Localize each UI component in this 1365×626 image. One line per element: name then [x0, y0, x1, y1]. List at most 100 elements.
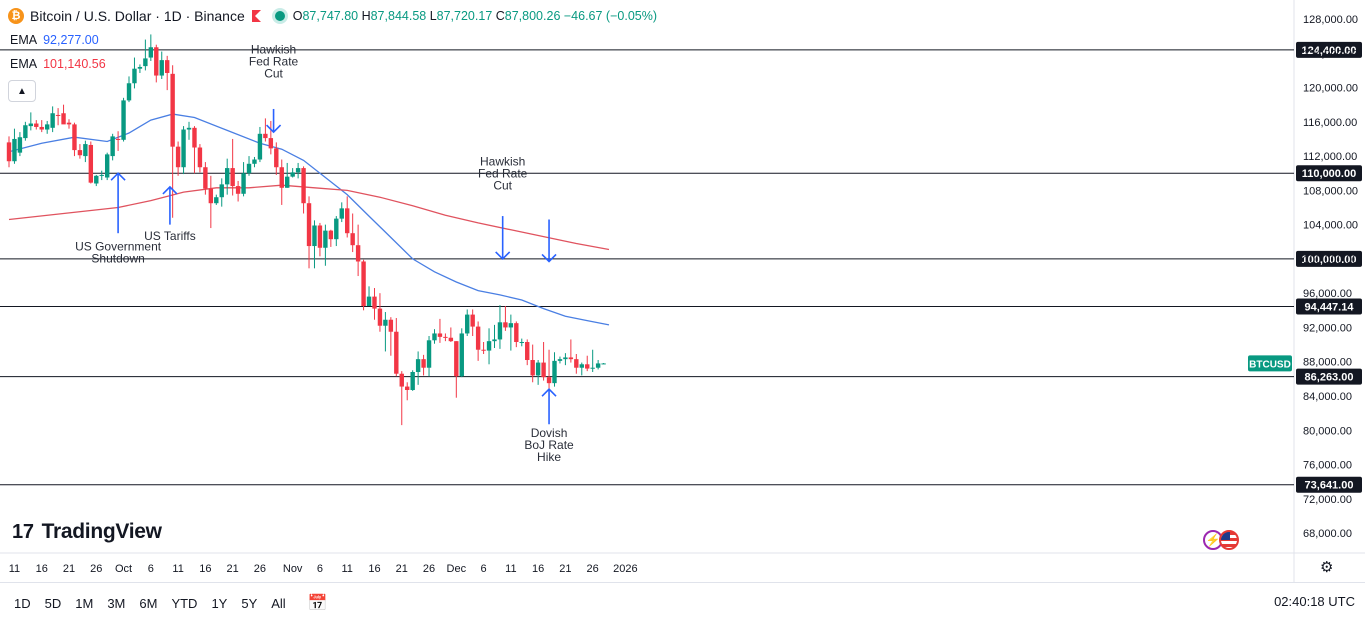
candle-body: [143, 58, 148, 67]
timeframe-5y[interactable]: 5Y: [241, 595, 258, 611]
candle: [301, 166, 306, 214]
timeframe-ytd[interactable]: YTD: [171, 595, 198, 611]
y-tick-label: 128,000.00: [1303, 14, 1358, 26]
candle: [377, 293, 383, 332]
timeframe-3m[interactable]: 3M: [107, 595, 126, 611]
candle-body: [159, 60, 164, 76]
annotation-label: Fed Rate: [249, 54, 299, 68]
x-tick-label: 16: [199, 563, 211, 575]
annotation-label: Cut: [264, 66, 283, 80]
candle-body: [279, 167, 284, 188]
candle-body: [383, 319, 388, 326]
candle-body: [148, 47, 154, 58]
candle: [415, 351, 421, 385]
timeframe-5d[interactable]: 5D: [44, 595, 62, 611]
y-tick-label: 96,000.00: [1303, 288, 1352, 300]
candle: [595, 360, 601, 370]
candle: [394, 318, 399, 377]
date-range-icon[interactable]: 📅: [307, 595, 328, 612]
candle: [421, 354, 426, 376]
x-tick-label: 26: [587, 563, 599, 575]
candle: [39, 120, 44, 133]
candle: [525, 339, 530, 366]
candle: [197, 144, 203, 173]
candle-body: [405, 386, 410, 390]
gear-icon[interactable]: ⚙: [1320, 559, 1334, 576]
x-tick-label: Nov: [283, 563, 303, 575]
candle-body: [55, 114, 61, 116]
candle-body: [530, 360, 535, 376]
timeframe-1y[interactable]: 1Y: [211, 595, 228, 611]
annotation-arrow-head: [162, 185, 178, 195]
candle: [83, 140, 88, 163]
candle-body: [552, 360, 557, 384]
candle-body: [426, 340, 432, 368]
candle-body: [6, 142, 12, 162]
candle: [50, 106, 55, 133]
ema-lines: [8, 113, 610, 326]
candle-body: [235, 186, 241, 194]
candle: [399, 371, 404, 426]
ohlc-high: 87,844.58: [370, 9, 427, 23]
price-axis: 68,000.00 72,000.00 76,000.00 80,000.00 84,0…: [1303, 14, 1358, 540]
annotation: US Tariffs: [144, 185, 196, 243]
x-tick-label: 2026: [613, 563, 637, 575]
candle-body: [17, 137, 23, 153]
candle: [72, 122, 77, 157]
annotation-label: Cut: [493, 179, 512, 193]
candle-body: [394, 331, 399, 374]
price-chart[interactable]: 124,400.00 110,000.00 100,000.00 94,447.14 8…: [0, 0, 1365, 582]
candle-body: [285, 176, 290, 188]
timeframe-1m[interactable]: 1M: [75, 595, 94, 611]
collapse-legend-button[interactable]: ▲: [8, 80, 36, 102]
candle-body: [61, 113, 66, 125]
annotation-arrow-head: [541, 388, 557, 397]
flag-icon[interactable]: [251, 10, 261, 22]
timeframe-all[interactable]: All: [271, 595, 286, 611]
x-tick-label: 6: [317, 563, 323, 575]
timeframe-1d[interactable]: 1D: [14, 595, 31, 611]
us-flag-icon[interactable]: [1219, 530, 1239, 550]
candle-body: [377, 308, 383, 326]
candle: [132, 57, 137, 89]
candle-body: [39, 126, 44, 130]
candle-body: [257, 133, 263, 160]
candle-body: [459, 333, 464, 377]
candle-body: [88, 144, 94, 183]
symbol-title[interactable]: Bitcoin / U.S. Dollar · 1D · Binance: [30, 8, 245, 24]
annotation-arrow-head: [266, 124, 282, 134]
candle-body: [23, 125, 28, 139]
candle-body: [208, 188, 214, 204]
x-tick-label: 26: [423, 563, 435, 575]
utc-clock[interactable]: 02:40:18 UTC: [1274, 594, 1355, 609]
candle-body: [503, 322, 508, 328]
candle: [323, 224, 328, 266]
candle: [334, 216, 339, 247]
annotation-arrow-head: [495, 251, 511, 261]
candle-body: [350, 233, 355, 246]
candle-body: [12, 138, 17, 162]
candle-body: [164, 60, 170, 73]
candle-body: [290, 172, 295, 177]
ema-slow-line: [8, 184, 610, 251]
timeframe-6m[interactable]: 6M: [139, 595, 158, 611]
y-tick-label: 124,000.00: [1303, 48, 1358, 60]
y-tick-label: 84,000.00: [1303, 391, 1352, 403]
candle: [66, 119, 72, 129]
level-label: 86,263.00: [1305, 372, 1354, 384]
candle-body: [241, 173, 246, 194]
candle-body: [355, 245, 361, 262]
candle: [410, 370, 415, 391]
tradingview-logo[interactable]: 17 TradingView: [12, 520, 162, 544]
candle-body: [115, 138, 121, 140]
candle: [355, 224, 361, 277]
candle-body: [366, 296, 372, 307]
ema-fast-legend[interactable]: EMA 92,277.00: [10, 33, 99, 47]
candle-body: [246, 163, 252, 174]
candle: [115, 131, 121, 151]
candle-body: [481, 349, 486, 351]
candle: [372, 288, 377, 320]
ema-slow-legend[interactable]: EMA 101,140.56: [10, 57, 106, 71]
candle: [6, 136, 12, 168]
